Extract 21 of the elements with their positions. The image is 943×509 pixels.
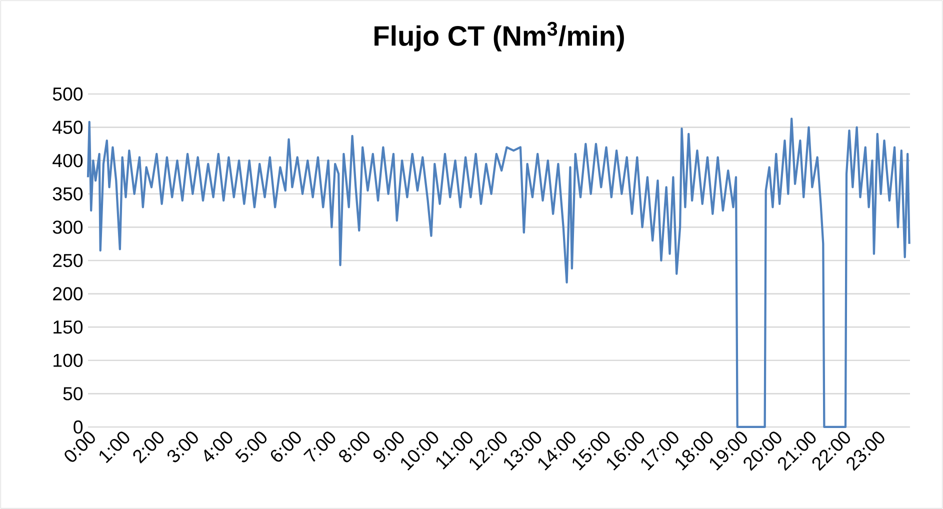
y-tick-label: 350 xyxy=(52,187,83,201)
y-tick-label: 500 xyxy=(52,87,83,101)
y-tick-label: 150 xyxy=(54,320,83,334)
y-tick-label: 0 xyxy=(74,420,83,434)
x-tick-label: 3:00 xyxy=(167,432,198,462)
x-tick-label: 4:00 xyxy=(204,432,232,462)
y-tick-label: 100 xyxy=(54,354,83,367)
x-tick-label: 7:00 xyxy=(303,432,336,462)
x-tick-label: 0:00 xyxy=(64,432,95,462)
y-tick-label: 400 xyxy=(52,154,83,168)
y-tick-label: 300 xyxy=(52,220,83,234)
x-tick-label: 1:00 xyxy=(100,432,130,464)
chart-title: Flujo CT (Nm$^{3}$/min) xyxy=(374,22,624,52)
x-tick-label: 8:00 xyxy=(339,432,370,462)
y-tick-label: 250 xyxy=(53,254,83,268)
x-tick-label: 5:00 xyxy=(235,432,267,462)
line-series xyxy=(86,118,910,428)
x-tick-label: 6:00 xyxy=(270,432,301,462)
y-tick-label: 50 xyxy=(63,387,83,400)
y-tick-label: 450 xyxy=(52,120,83,134)
y-tick-label: 200 xyxy=(53,287,83,300)
